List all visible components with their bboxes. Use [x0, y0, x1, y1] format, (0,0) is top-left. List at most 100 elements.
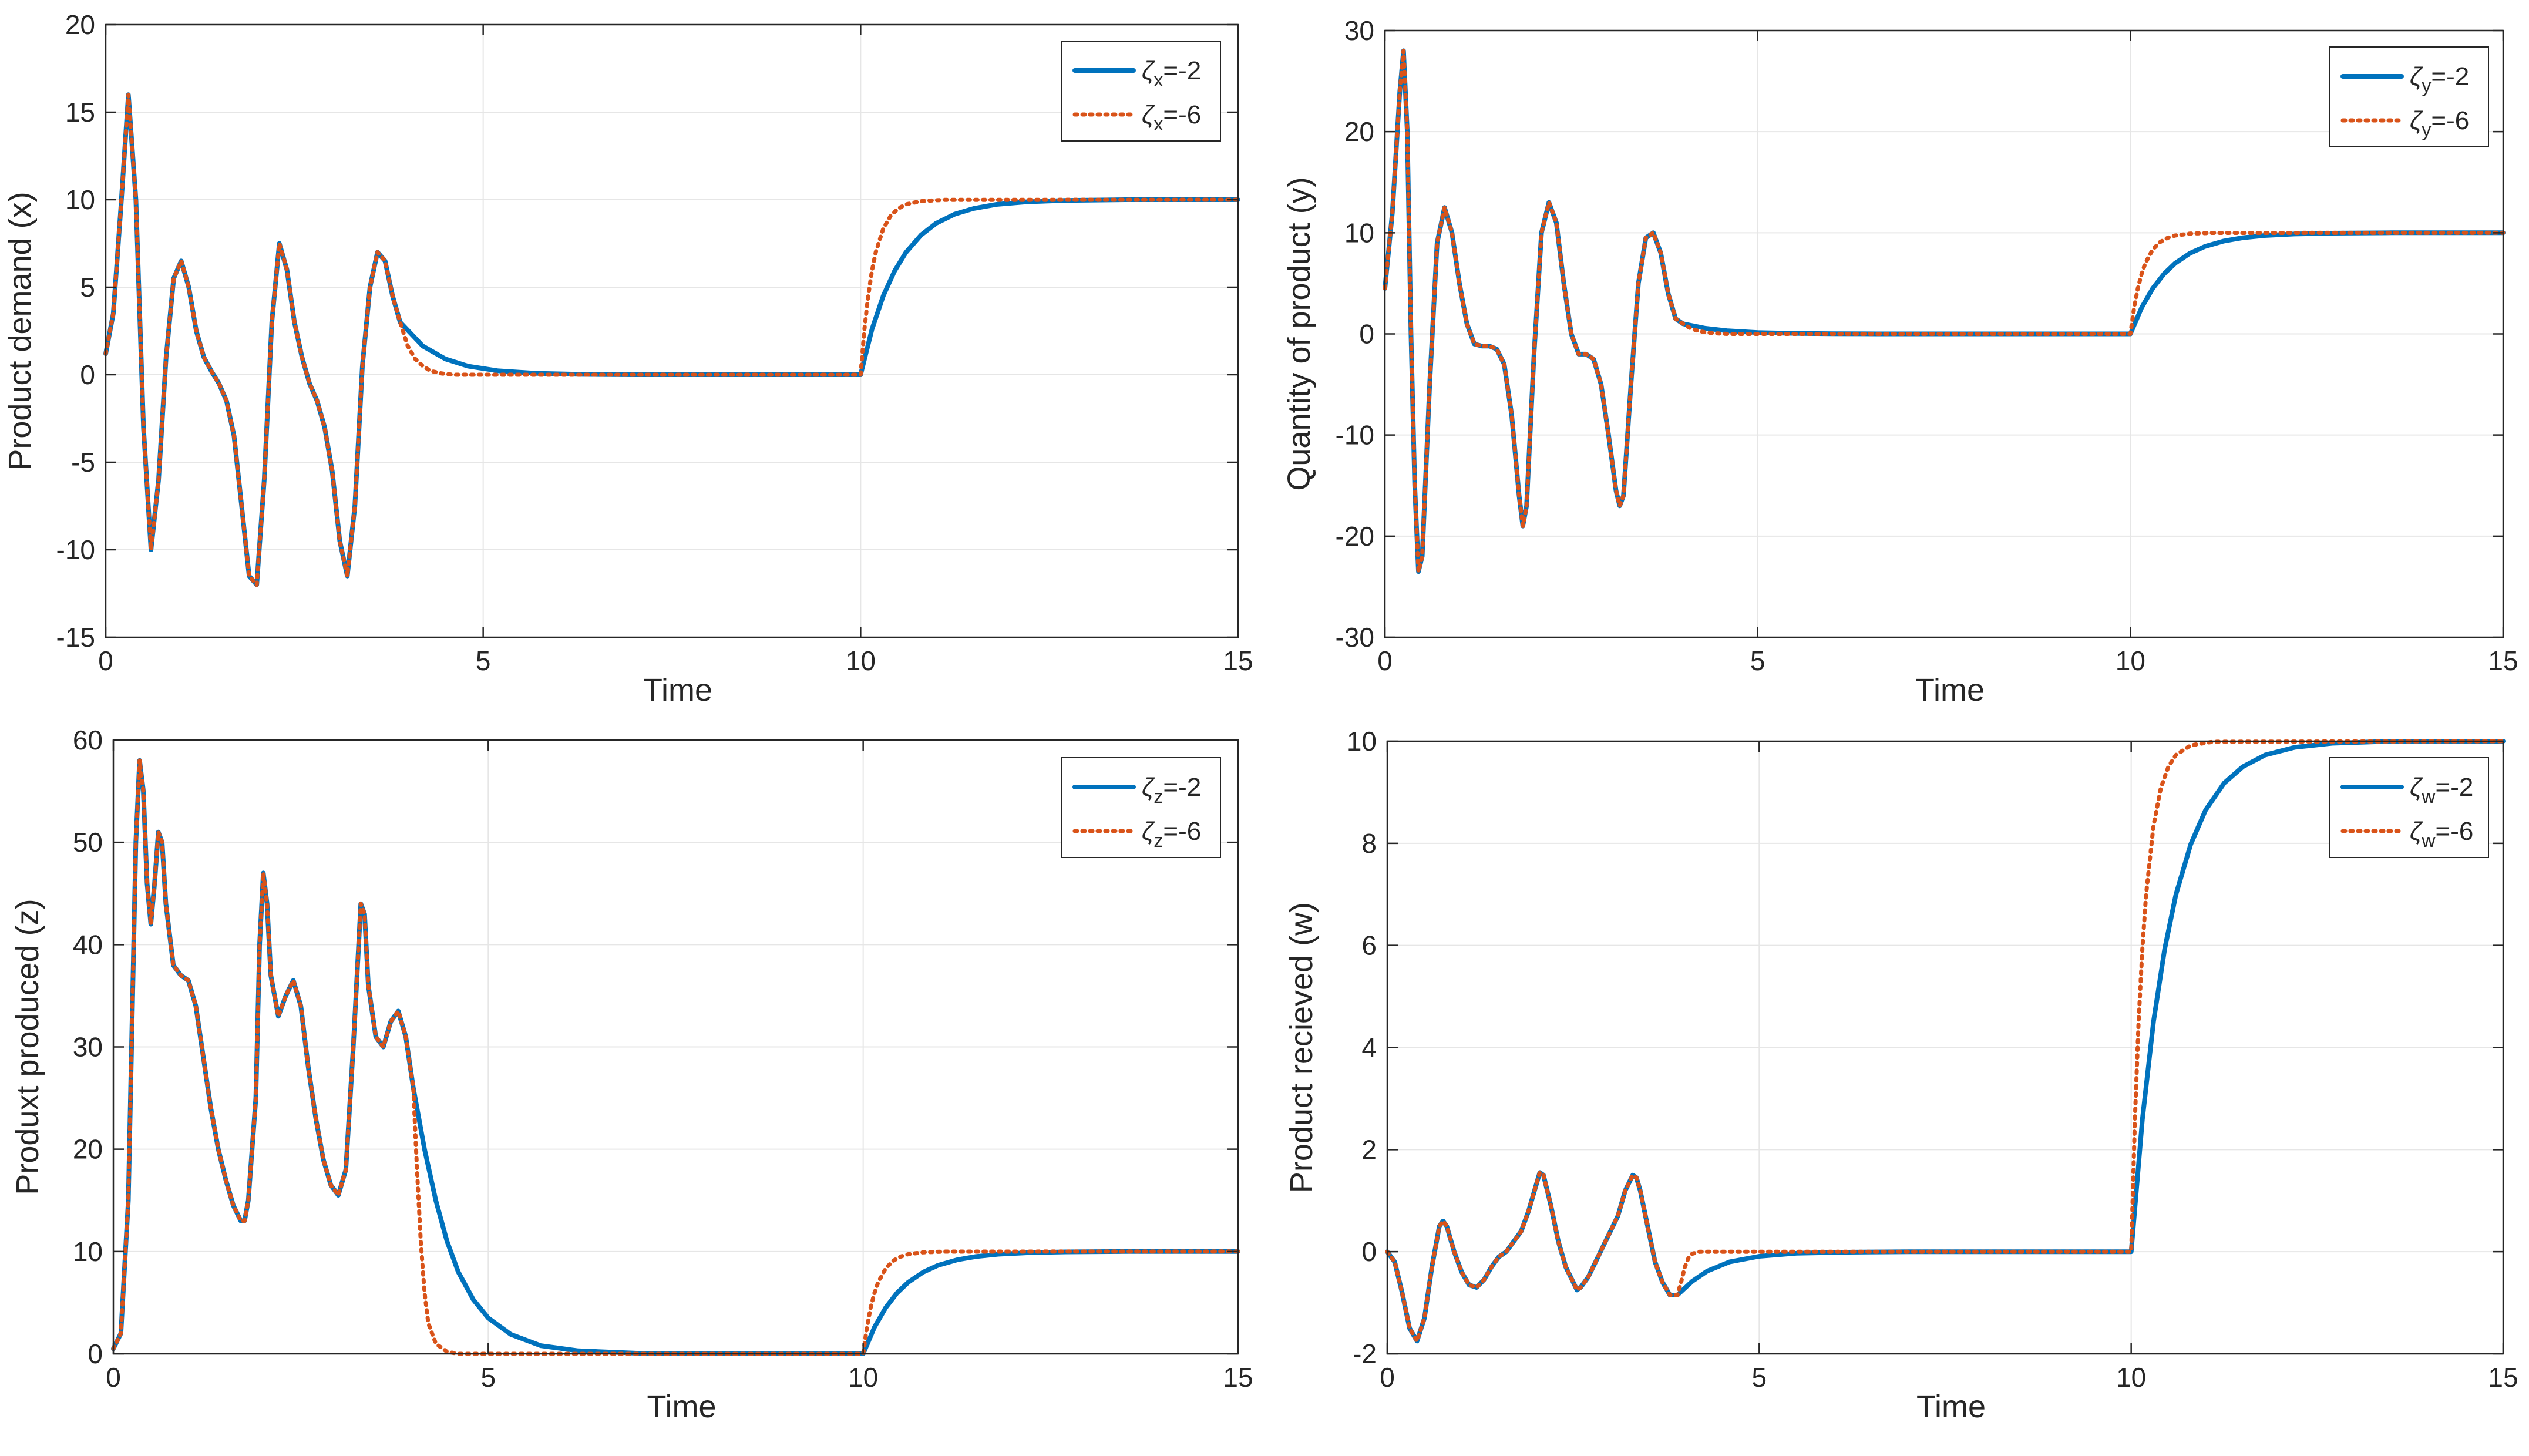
legend: ζy=-2ζy=-6 [2329, 46, 2489, 147]
legend-box [2329, 757, 2489, 858]
series-line-w-dotted [1385, 739, 2506, 1343]
y-tick-label: 20 [65, 9, 95, 40]
y-tick-label: 10 [73, 1236, 103, 1267]
x-tick-label: 15 [1223, 645, 1253, 676]
chart-panel-z: 0 5 10 15 0 10 20 30 40 50 60 Time Produxt produced … [10, 725, 1253, 1424]
legend-subscript: y [2422, 119, 2431, 140]
y-tick-label: 30 [73, 1032, 103, 1062]
legend-value: =-2 [2431, 62, 2469, 91]
series-line-x-dotted [103, 92, 1240, 587]
y-axis-label: Quantity of product (y) [1282, 177, 1317, 490]
y-tick-label: 6 [1361, 930, 1377, 961]
x-tick-label: 10 [2116, 1362, 2146, 1393]
legend-box [1061, 757, 1221, 858]
chart-panel-x: 0 5 10 15 -15 -10 -5 0 5 10 15 20 Time Product demand… [2, 9, 1253, 708]
legend-subscript: z [1153, 786, 1163, 807]
legend-label: ζx=-6 [1142, 100, 1201, 134]
y-tick-label: -5 [71, 447, 95, 478]
legend-value: =-2 [1163, 56, 1201, 85]
legend-symbol: ζ [2410, 106, 2423, 135]
y-tick-label: 0 [80, 359, 95, 390]
x-tick-label: 0 [1377, 645, 1393, 676]
legend-value: =-2 [2436, 773, 2474, 802]
legend-value: =-6 [1163, 100, 1201, 129]
y-tick-label: 10 [65, 184, 95, 215]
legend-label: ζy=-6 [2410, 106, 2469, 140]
legend-symbol: ζ [1142, 56, 1155, 85]
y-tick-label: 8 [1361, 828, 1377, 859]
legend-value: =-6 [2436, 817, 2474, 846]
x-tick-label: 0 [98, 645, 113, 676]
x-tick-label: 0 [106, 1362, 121, 1393]
legend-box [1061, 41, 1221, 142]
y-tick-label: 30 [1344, 15, 1374, 46]
x-tick-label: 5 [1752, 1362, 1767, 1393]
x-tick-label: 10 [846, 645, 876, 676]
y-tick-label: 0 [1359, 319, 1374, 349]
y-tick-label: 2 [1361, 1134, 1377, 1165]
legend-box [2329, 46, 2489, 147]
x-axis-label: Time [1916, 1389, 1986, 1424]
legend-symbol: ζ [2410, 817, 2423, 846]
y-tick-label: 0 [1361, 1236, 1377, 1267]
legend-symbol: ζ [1142, 100, 1155, 129]
x-tick-label: 0 [1380, 1362, 1395, 1393]
legend-symbol: ζ [1142, 817, 1155, 846]
legend-value: =-2 [1163, 773, 1201, 802]
y-axis-label: Product recieved (w) [1284, 902, 1319, 1193]
legend-label: ζy=-2 [2410, 62, 2469, 96]
x-tick-label: 15 [2488, 1362, 2518, 1393]
x-tick-label: 15 [2488, 645, 2518, 676]
y-axis-label: Product demand (x) [2, 191, 38, 470]
y-tick-label: -2 [1353, 1339, 1377, 1369]
y-tick-label: -30 [1336, 622, 1374, 653]
y-tick-label: 4 [1361, 1033, 1377, 1063]
legend-subscript: x [1153, 113, 1163, 134]
x-tick-label: 15 [1223, 1362, 1253, 1393]
y-tick-label: 60 [73, 725, 103, 755]
legend-label: ζz=-2 [1142, 773, 1201, 807]
legend-symbol: ζ [1142, 773, 1155, 802]
y-tick-label: -20 [1336, 521, 1374, 552]
legend-symbol: ζ [2410, 62, 2423, 91]
legend-value: =-6 [2431, 106, 2469, 135]
y-tick-label: -10 [56, 534, 95, 565]
legend-subscript: w [2421, 786, 2436, 807]
legend-subscript: w [2421, 830, 2436, 851]
y-tick-label: -10 [1336, 420, 1374, 450]
axes-box [105, 23, 1239, 638]
legend-label: ζx=-2 [1142, 56, 1201, 90]
y-tick-label: 5 [80, 272, 95, 302]
chart-panel-y: 0 5 10 15 -30 -20 -10 0 10 20 30 Time Quantity of pr… [1282, 15, 2518, 708]
y-axis-label: Produxt produced (z) [10, 899, 45, 1195]
y-tick-label: 10 [1347, 726, 1377, 756]
y-tick-label: 20 [1344, 116, 1374, 147]
y-tick-label: 50 [73, 827, 103, 858]
y-tick-label: 40 [73, 929, 103, 960]
legend: ζw=-2ζw=-6 [2329, 757, 2489, 858]
legend: ζx=-2ζx=-6 [1061, 41, 1221, 142]
legend-symbol: ζ [2410, 773, 2423, 802]
x-axis-label: Time [647, 1389, 717, 1424]
y-tick-label: 10 [1344, 217, 1374, 248]
legend-subscript: y [2422, 75, 2431, 96]
x-tick-label: 5 [476, 645, 491, 676]
x-tick-label: 10 [2116, 645, 2145, 676]
x-axis-label: Time [643, 672, 712, 708]
y-tick-label: 20 [73, 1134, 103, 1165]
y-tick-label: 15 [65, 97, 95, 127]
legend-subscript: x [1153, 69, 1163, 90]
legend-value: =-6 [1163, 817, 1201, 846]
legend-label: ζz=-6 [1142, 817, 1201, 851]
legend-subscript: z [1153, 830, 1163, 851]
y-tick-label: 0 [88, 1339, 103, 1369]
y-tick-label: -15 [56, 622, 95, 653]
series-line-y-dotted [1383, 48, 2506, 574]
legend: ζz=-2ζz=-6 [1061, 757, 1221, 858]
x-tick-label: 5 [1750, 645, 1765, 676]
x-tick-label: 10 [848, 1362, 878, 1393]
legend-label: ζw=-6 [2410, 817, 2473, 851]
x-axis-label: Time [1915, 672, 1985, 708]
